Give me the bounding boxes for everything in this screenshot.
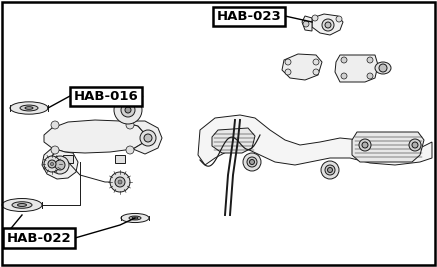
Circle shape (115, 177, 125, 187)
Ellipse shape (121, 213, 149, 223)
Circle shape (48, 160, 56, 168)
Circle shape (125, 107, 131, 113)
Polygon shape (302, 16, 312, 31)
Bar (115, 155, 125, 163)
Bar (3, 228, 75, 248)
Polygon shape (44, 120, 145, 153)
Circle shape (327, 167, 333, 172)
Ellipse shape (129, 216, 141, 220)
Circle shape (55, 160, 65, 170)
Circle shape (321, 161, 339, 179)
Circle shape (341, 73, 347, 79)
Ellipse shape (12, 202, 32, 208)
Text: HAB-016: HAB-016 (73, 90, 139, 103)
Bar (63, 155, 73, 163)
Circle shape (126, 121, 134, 129)
Ellipse shape (10, 102, 48, 114)
Text: HAB-022: HAB-022 (7, 231, 71, 245)
Circle shape (325, 22, 331, 28)
Circle shape (285, 69, 291, 75)
Circle shape (247, 157, 257, 167)
Circle shape (409, 139, 421, 151)
Polygon shape (282, 54, 322, 80)
Polygon shape (312, 14, 343, 35)
Circle shape (367, 57, 373, 63)
Ellipse shape (20, 105, 38, 111)
Circle shape (144, 134, 152, 142)
Ellipse shape (132, 217, 138, 219)
Bar (70, 87, 142, 106)
Circle shape (114, 96, 142, 124)
Circle shape (140, 130, 156, 146)
Circle shape (312, 15, 318, 21)
Circle shape (367, 73, 373, 79)
Circle shape (50, 162, 54, 166)
Ellipse shape (17, 203, 27, 206)
Circle shape (336, 16, 342, 22)
Polygon shape (212, 128, 255, 153)
Polygon shape (120, 121, 162, 154)
Polygon shape (335, 55, 378, 82)
Circle shape (313, 69, 319, 75)
Ellipse shape (2, 198, 42, 211)
Text: HAB-023: HAB-023 (217, 10, 281, 23)
Circle shape (110, 172, 130, 192)
Circle shape (51, 156, 69, 174)
Circle shape (362, 142, 368, 148)
Circle shape (412, 142, 418, 148)
Circle shape (121, 103, 135, 117)
Circle shape (313, 59, 319, 65)
Circle shape (322, 19, 334, 31)
Polygon shape (352, 132, 424, 162)
Ellipse shape (25, 107, 33, 109)
Circle shape (243, 153, 261, 171)
Circle shape (118, 180, 122, 184)
Circle shape (44, 156, 60, 172)
Circle shape (51, 146, 59, 154)
Polygon shape (198, 115, 432, 165)
Circle shape (303, 21, 309, 27)
Circle shape (379, 64, 387, 72)
Circle shape (359, 139, 371, 151)
Circle shape (51, 121, 59, 129)
Ellipse shape (375, 62, 391, 74)
Circle shape (250, 159, 254, 164)
Circle shape (341, 57, 347, 63)
Bar (213, 7, 285, 26)
Circle shape (325, 165, 335, 175)
Circle shape (126, 146, 134, 154)
Polygon shape (42, 148, 78, 179)
Circle shape (285, 59, 291, 65)
